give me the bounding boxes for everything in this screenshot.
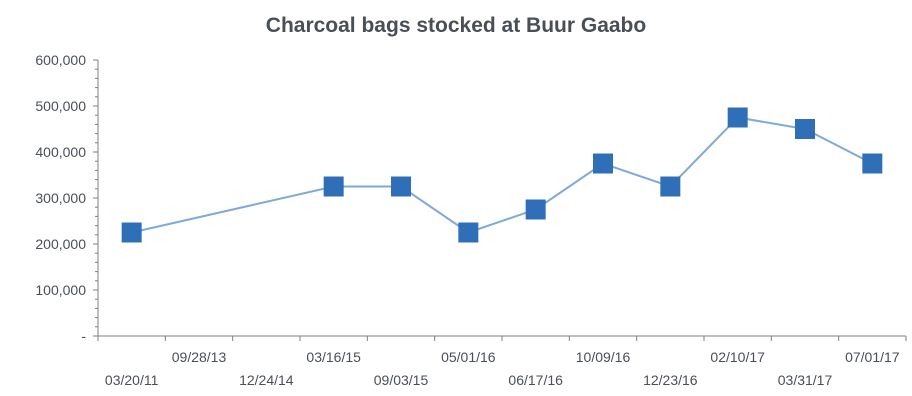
series-line <box>131 116 873 234</box>
y-tick-label: 200,000 <box>35 236 86 252</box>
data-point-marker <box>323 176 344 197</box>
chart-title: Charcoal bags stocked at Buur Gaabo <box>265 14 647 37</box>
tick-labels: - 100,000 200,000 300,000 400,000 500,000 600,… <box>35 52 899 388</box>
x-tick-label: 10/09/16 <box>576 349 631 365</box>
data-point-marker <box>525 199 546 220</box>
x-tick-label: 02/10/17 <box>710 349 765 365</box>
data-point-marker <box>862 153 883 174</box>
data-point-marker <box>660 176 681 197</box>
x-tick-label: 12/24/14 <box>239 372 294 388</box>
x-tick-label: 06/17/16 <box>508 372 563 388</box>
data-point-marker <box>795 119 815 139</box>
data-point-marker <box>121 222 142 243</box>
data-point-marker <box>391 176 411 197</box>
y-tick-label: 100,000 <box>35 282 86 298</box>
data-point-marker <box>593 153 613 174</box>
x-tick-label: 09/03/15 <box>374 372 429 388</box>
data-point-marker <box>727 107 748 128</box>
y-tick-label: 500,000 <box>35 98 86 114</box>
x-tick-label: 03/31/17 <box>778 372 833 388</box>
x-tick-label: 05/01/16 <box>441 349 496 365</box>
data-point-marker <box>458 222 479 243</box>
y-tick-label: - <box>81 328 86 344</box>
y-tick-label: 400,000 <box>35 144 86 160</box>
x-tick-label: 12/23/16 <box>643 372 698 388</box>
y-tick-label: 300,000 <box>35 190 86 206</box>
x-tick-label: 07/01/17 <box>845 349 900 365</box>
x-tick-label: 09/28/13 <box>172 349 227 365</box>
series-layer <box>121 107 883 243</box>
x-tick-label: 03/16/15 <box>306 349 361 365</box>
x-tick-label: 03/20/11 <box>105 372 159 388</box>
y-tick-label: 600,000 <box>35 52 86 68</box>
axes <box>93 59 907 341</box>
